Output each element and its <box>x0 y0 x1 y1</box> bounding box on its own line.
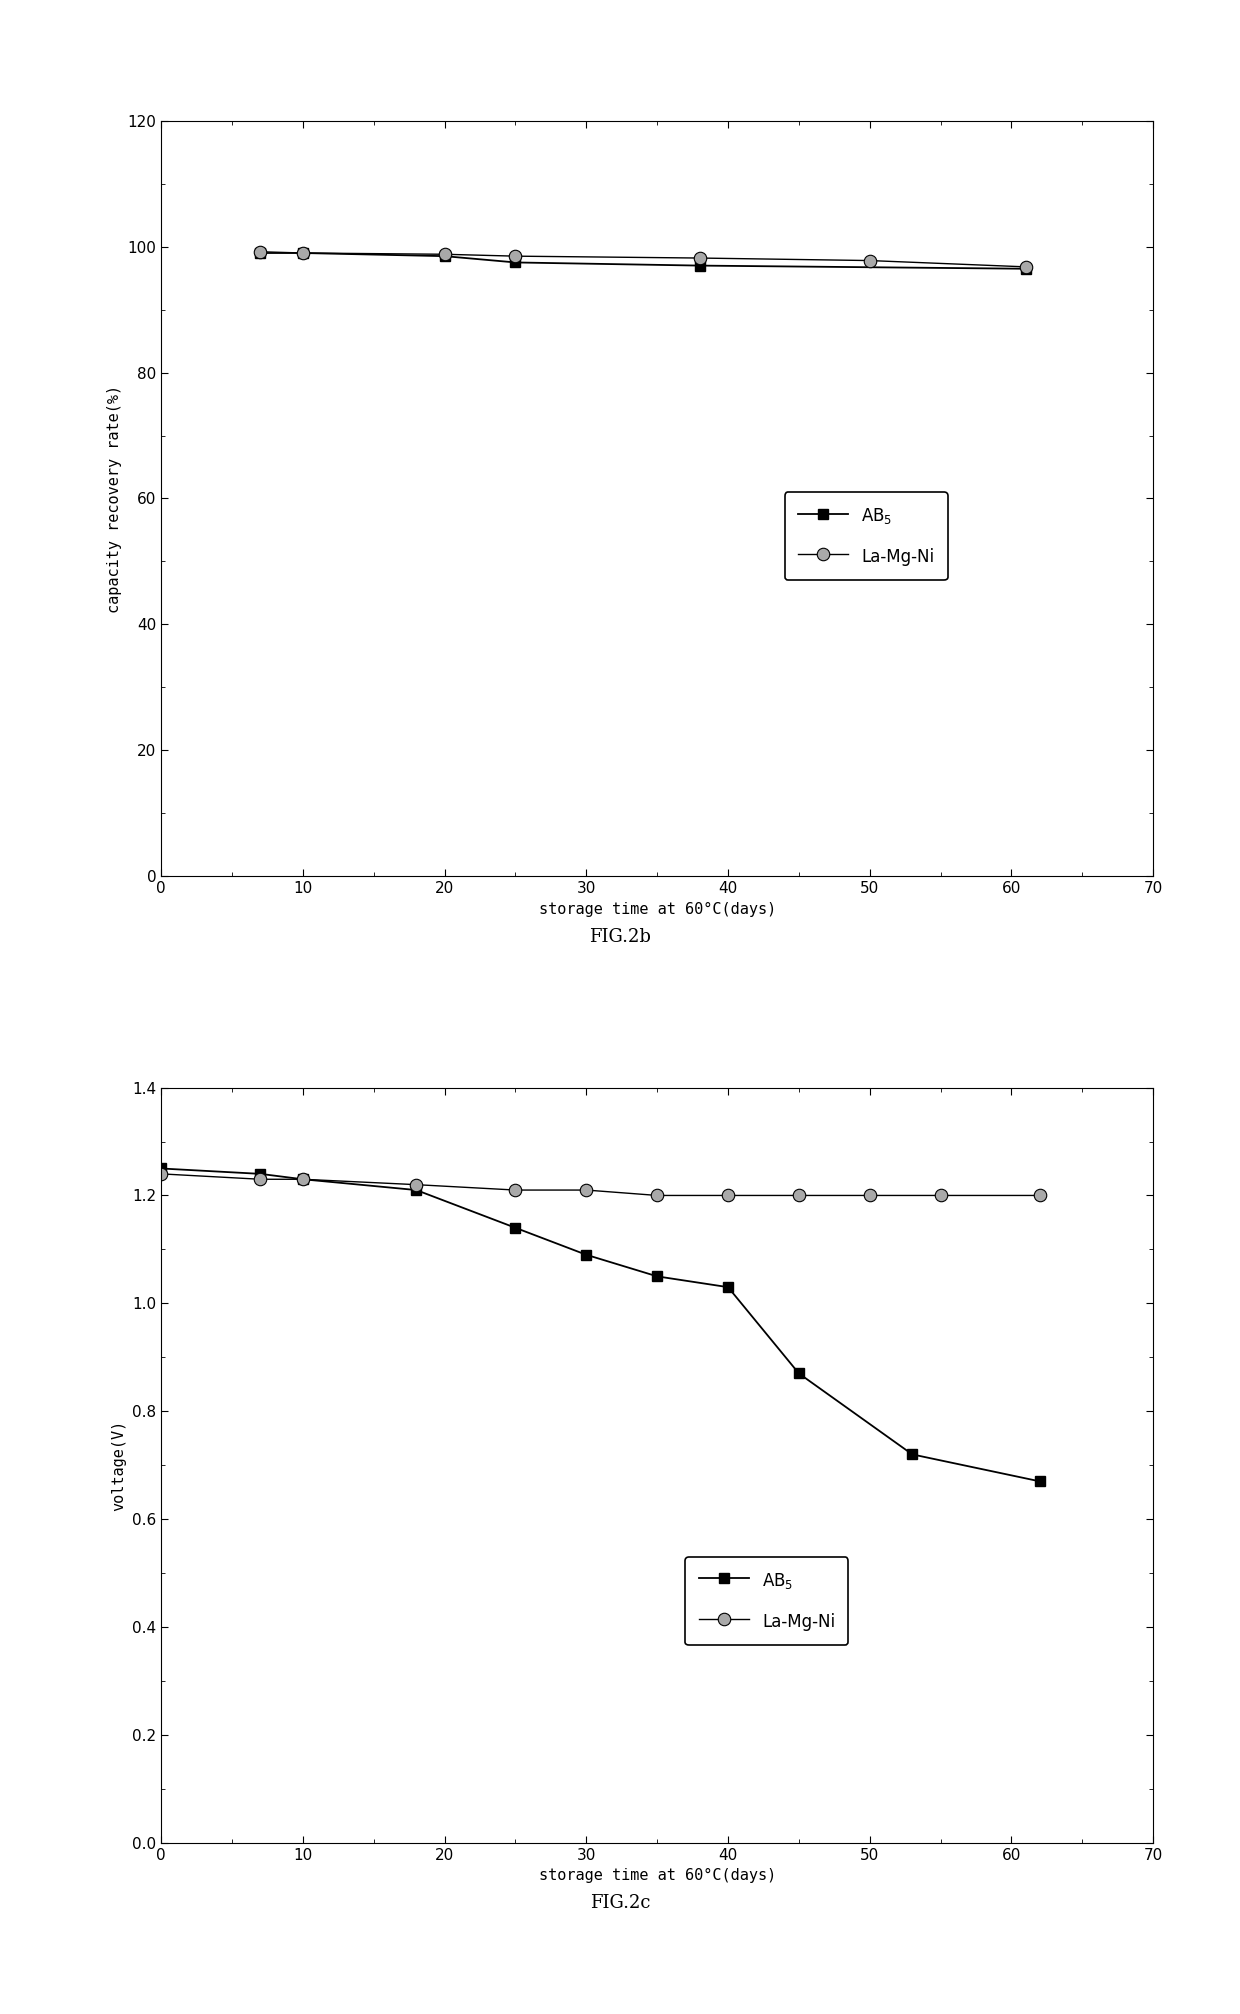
La-Mg-Ni <box>409 1172 424 1196</box>
La-Mg-Ni <box>154 1162 169 1186</box>
Text: FIG.2c: FIG.2c <box>590 1895 650 1911</box>
Y-axis label: capacity recovery rate(%): capacity recovery rate(%) <box>107 385 122 612</box>
AB$_5$ <box>1033 1470 1048 1494</box>
La-Mg-Ni <box>791 1184 806 1208</box>
Line: La-Mg-Ni: La-Mg-Ni <box>254 246 1032 274</box>
La-Mg-Ni <box>438 242 453 266</box>
La-Mg-Ni <box>253 240 268 264</box>
Legend: AB$_5$, La-Mg-Ni: AB$_5$, La-Mg-Ni <box>785 491 947 580</box>
AB$_5$ <box>650 1265 665 1289</box>
AB$_5$ <box>692 254 707 278</box>
La-Mg-Ni <box>862 248 877 272</box>
AB$_5$ <box>508 250 523 274</box>
Line: AB$_5$: AB$_5$ <box>255 248 1030 274</box>
AB$_5$ <box>154 1156 169 1180</box>
La-Mg-Ni <box>934 1184 949 1208</box>
Y-axis label: voltage(V): voltage(V) <box>112 1420 126 1510</box>
AB$_5$ <box>438 244 453 268</box>
La-Mg-Ni <box>579 1178 594 1202</box>
La-Mg-Ni <box>650 1184 665 1208</box>
AB$_5$ <box>253 1162 268 1186</box>
AB$_5$ <box>720 1275 735 1299</box>
La-Mg-Ni <box>862 1184 877 1208</box>
AB$_5$ <box>579 1243 594 1267</box>
La-Mg-Ni <box>1018 256 1033 280</box>
La-Mg-Ni <box>508 1178 523 1202</box>
Line: La-Mg-Ni: La-Mg-Ni <box>155 1168 1047 1202</box>
La-Mg-Ni <box>692 246 707 270</box>
La-Mg-Ni <box>295 1168 310 1192</box>
AB$_5$ <box>791 1361 806 1386</box>
Legend: AB$_5$, La-Mg-Ni: AB$_5$, La-Mg-Ni <box>686 1557 848 1645</box>
Text: FIG.2b: FIG.2b <box>589 928 651 945</box>
AB$_5$ <box>409 1178 424 1202</box>
La-Mg-Ni <box>295 242 310 266</box>
La-Mg-Ni <box>508 244 523 268</box>
X-axis label: storage time at 60°C(days): storage time at 60°C(days) <box>538 902 776 916</box>
La-Mg-Ni <box>253 1168 268 1192</box>
X-axis label: storage time at 60°C(days): storage time at 60°C(days) <box>538 1869 776 1883</box>
Line: AB$_5$: AB$_5$ <box>156 1164 1044 1486</box>
AB$_5$ <box>1018 256 1033 280</box>
AB$_5$ <box>295 242 310 266</box>
La-Mg-Ni <box>720 1184 735 1208</box>
AB$_5$ <box>508 1216 523 1241</box>
AB$_5$ <box>295 1168 310 1192</box>
AB$_5$ <box>253 242 268 266</box>
AB$_5$ <box>905 1442 920 1466</box>
La-Mg-Ni <box>1033 1184 1048 1208</box>
